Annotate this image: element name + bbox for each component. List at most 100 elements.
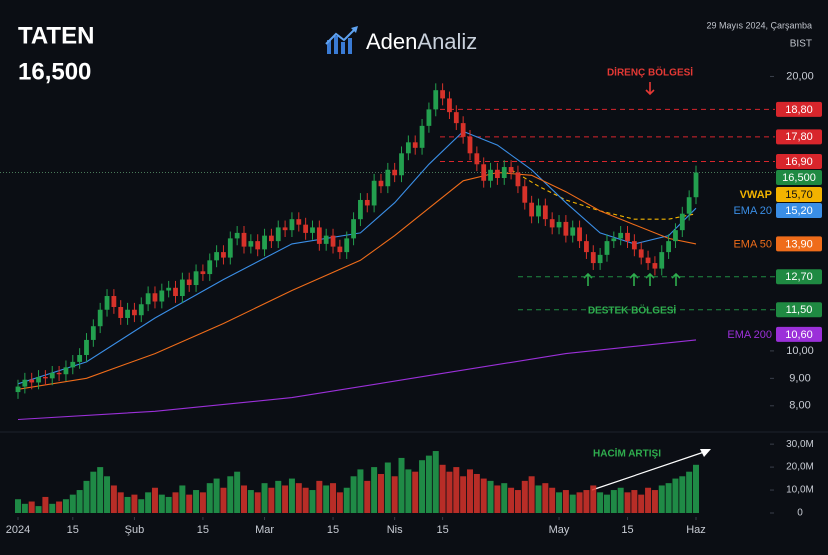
candle-body <box>132 309 137 316</box>
x-tick-label: Haz <box>686 524 706 536</box>
candle-body <box>351 219 356 239</box>
volume-tick-label: 0 <box>797 508 803 519</box>
candle-body <box>563 221 569 236</box>
volume-bar <box>528 476 535 513</box>
volume-bar <box>597 492 604 513</box>
price-label-box <box>776 186 822 202</box>
price-label: 10,60 <box>785 329 813 341</box>
volume-bar <box>145 492 152 513</box>
volume-tick-label: 30,0M <box>786 439 814 450</box>
y-tick-label: 20,00 <box>786 70 814 82</box>
volume-tick-label: 10,0M <box>786 485 814 496</box>
candle-body <box>42 376 48 379</box>
candle-body <box>508 167 514 173</box>
volume-bar <box>364 480 371 513</box>
volume-bar <box>336 492 343 513</box>
price-label: 18,80 <box>785 104 813 116</box>
volume-bar <box>186 494 193 513</box>
candle-body <box>330 235 336 247</box>
annotation: HACİM ARTIŞI <box>593 447 661 460</box>
candle-body <box>385 169 391 187</box>
volume-bar <box>624 492 631 513</box>
volume-bar <box>288 478 295 513</box>
volume-bar <box>179 485 186 513</box>
brand-a: Aden <box>366 29 417 54</box>
volume-bar <box>521 480 528 513</box>
annotation: DESTEK BÖLGESİ <box>588 304 677 317</box>
candle-body <box>63 367 69 375</box>
price-label: 17,80 <box>785 131 813 143</box>
x-tick-label: 15 <box>621 524 633 536</box>
candle-body <box>316 227 322 244</box>
candle-body <box>221 252 226 258</box>
volume-bar <box>254 492 261 513</box>
price-label: 15,70 <box>785 189 813 201</box>
volume-bar <box>590 485 597 513</box>
volume-bar <box>275 480 282 513</box>
candle-body <box>255 241 261 250</box>
volume-bar <box>377 473 384 513</box>
candle-body <box>693 172 699 198</box>
price-label-box <box>776 236 822 252</box>
price-label: 12,70 <box>785 271 813 283</box>
x-tick-label: May <box>549 524 570 536</box>
volume-bar <box>693 464 699 513</box>
price-label: 16,500 <box>782 172 816 184</box>
volume-bar <box>480 478 487 513</box>
volume-bar <box>56 501 63 513</box>
candle-body <box>597 254 603 264</box>
volume-bar <box>151 487 158 513</box>
volume-bar <box>295 483 302 513</box>
candle-body <box>70 361 76 368</box>
volume-bar <box>42 496 49 513</box>
candle-body <box>631 241 637 250</box>
volume-bar <box>412 471 419 513</box>
volume-bar <box>508 487 515 513</box>
candle-body <box>323 235 329 244</box>
x-tick-label: 15 <box>67 524 79 536</box>
volume-bar <box>172 492 179 513</box>
candle-body <box>97 309 103 327</box>
volume-bar <box>21 503 28 513</box>
x-tick-label: 15 <box>436 524 448 536</box>
volume-bar <box>357 469 364 513</box>
volume-arrow <box>591 449 711 491</box>
candle-body <box>227 238 233 258</box>
candle-body <box>556 221 562 228</box>
volume-bar <box>350 476 357 513</box>
candle-body <box>289 219 295 231</box>
x-tick-label: 2024 <box>6 524 30 536</box>
price-label-box <box>776 302 822 318</box>
price-label-box <box>776 154 822 170</box>
candle-body <box>15 386 21 393</box>
volume-bar <box>686 471 693 513</box>
x-tick-label: Şub <box>125 524 145 536</box>
candle-body <box>207 260 213 275</box>
candle-body <box>481 164 487 181</box>
brand: AdenAnaliz <box>366 29 477 54</box>
candle-body <box>282 227 288 231</box>
logo-icon <box>325 26 358 54</box>
volume-bar <box>679 476 686 513</box>
candle-body <box>200 271 206 275</box>
volume-bar <box>247 490 254 513</box>
candle-body <box>173 287 178 297</box>
indicator-line <box>17 130 697 385</box>
volume-bar <box>206 483 213 513</box>
candle-body <box>399 153 404 176</box>
volume-bar <box>494 485 501 513</box>
volume-bars <box>15 451 699 513</box>
volume-bar <box>69 494 76 513</box>
candle-body <box>49 372 55 379</box>
price-label: 11,50 <box>786 304 813 316</box>
volume-bar <box>576 492 583 513</box>
volume-bar <box>405 469 412 513</box>
exchange: BIST <box>790 39 812 50</box>
candle-body <box>77 355 83 362</box>
indicator-name: EMA 20 <box>733 205 772 217</box>
annotation: DİRENÇ BÖLGESİ <box>607 66 693 79</box>
volume-bar <box>446 471 453 513</box>
candle-body <box>262 235 267 250</box>
